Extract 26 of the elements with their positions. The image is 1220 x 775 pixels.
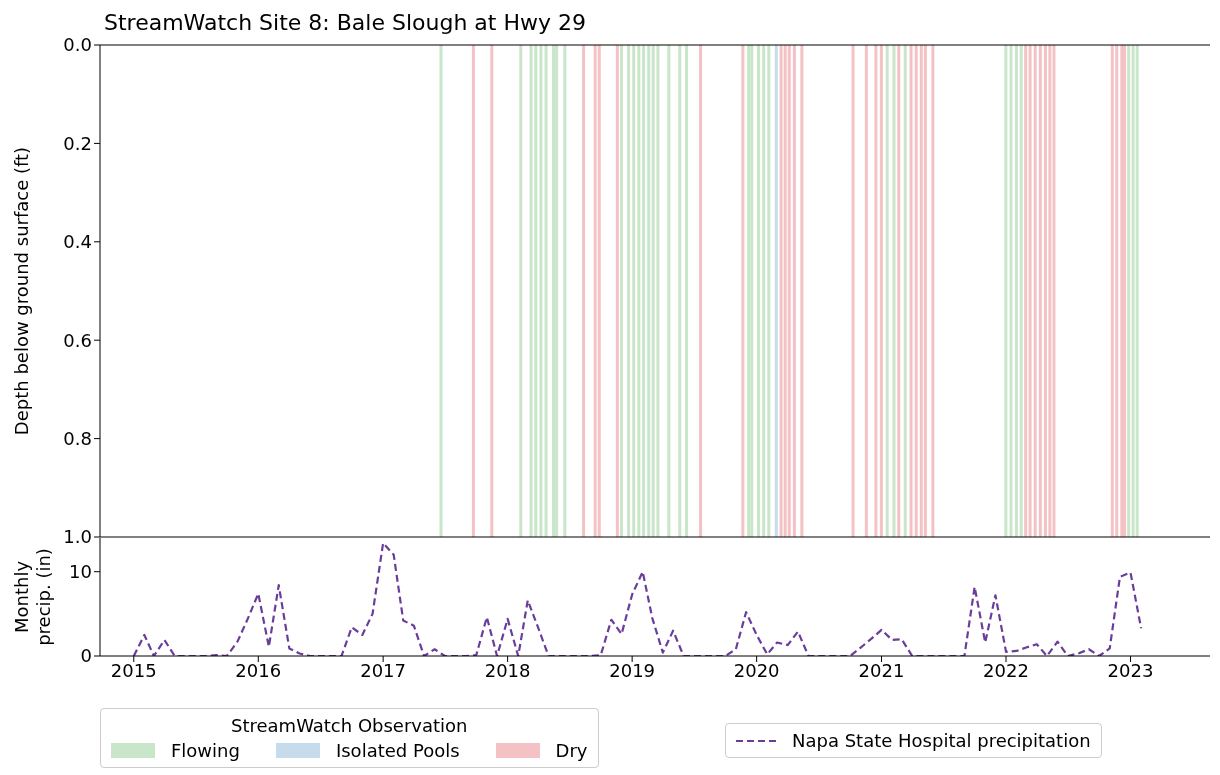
y-axis-title: Monthly precip. (in) <box>11 548 54 646</box>
x-tick-label: 2018 <box>484 659 531 681</box>
line-series <box>132 541 1143 656</box>
legend-label: Flowing <box>171 740 240 761</box>
x-tick-label: 2015 <box>110 659 157 681</box>
legend-label: Napa State Hospital precipitation <box>792 730 1091 751</box>
y-tick-label: 0 <box>80 645 92 667</box>
y-tick-label: 0.8 <box>63 427 92 449</box>
x-tick-label: 2022 <box>983 659 1029 681</box>
x-tick-label: 2017 <box>360 659 407 681</box>
x-tick-label: 2020 <box>733 659 780 681</box>
x-tick-label: 2019 <box>609 659 656 681</box>
legend-title: StreamWatch Observation <box>230 715 469 736</box>
y-axis-title: Depth below ground surface (ft) <box>11 146 32 436</box>
y-tick-label: 0.6 <box>63 329 92 351</box>
y-tick-label: 0.2 <box>63 132 92 154</box>
y-tick-label: 0.0 <box>63 34 92 56</box>
y-tick-label: 1.0 <box>63 526 92 548</box>
chart-title: StreamWatch Site 8: Bale Slough at Hwy 29 <box>104 10 586 35</box>
x-tick-label: 2023 <box>1107 659 1154 681</box>
y-tick-label: 0.4 <box>63 231 92 253</box>
y-tick-label: 10 <box>69 561 92 583</box>
legend-label: Dry <box>555 740 588 761</box>
legend-label: Isolated Pools <box>335 740 460 761</box>
x-tick-label: 2021 <box>858 659 905 681</box>
x-tick-label: 2016 <box>235 659 282 681</box>
